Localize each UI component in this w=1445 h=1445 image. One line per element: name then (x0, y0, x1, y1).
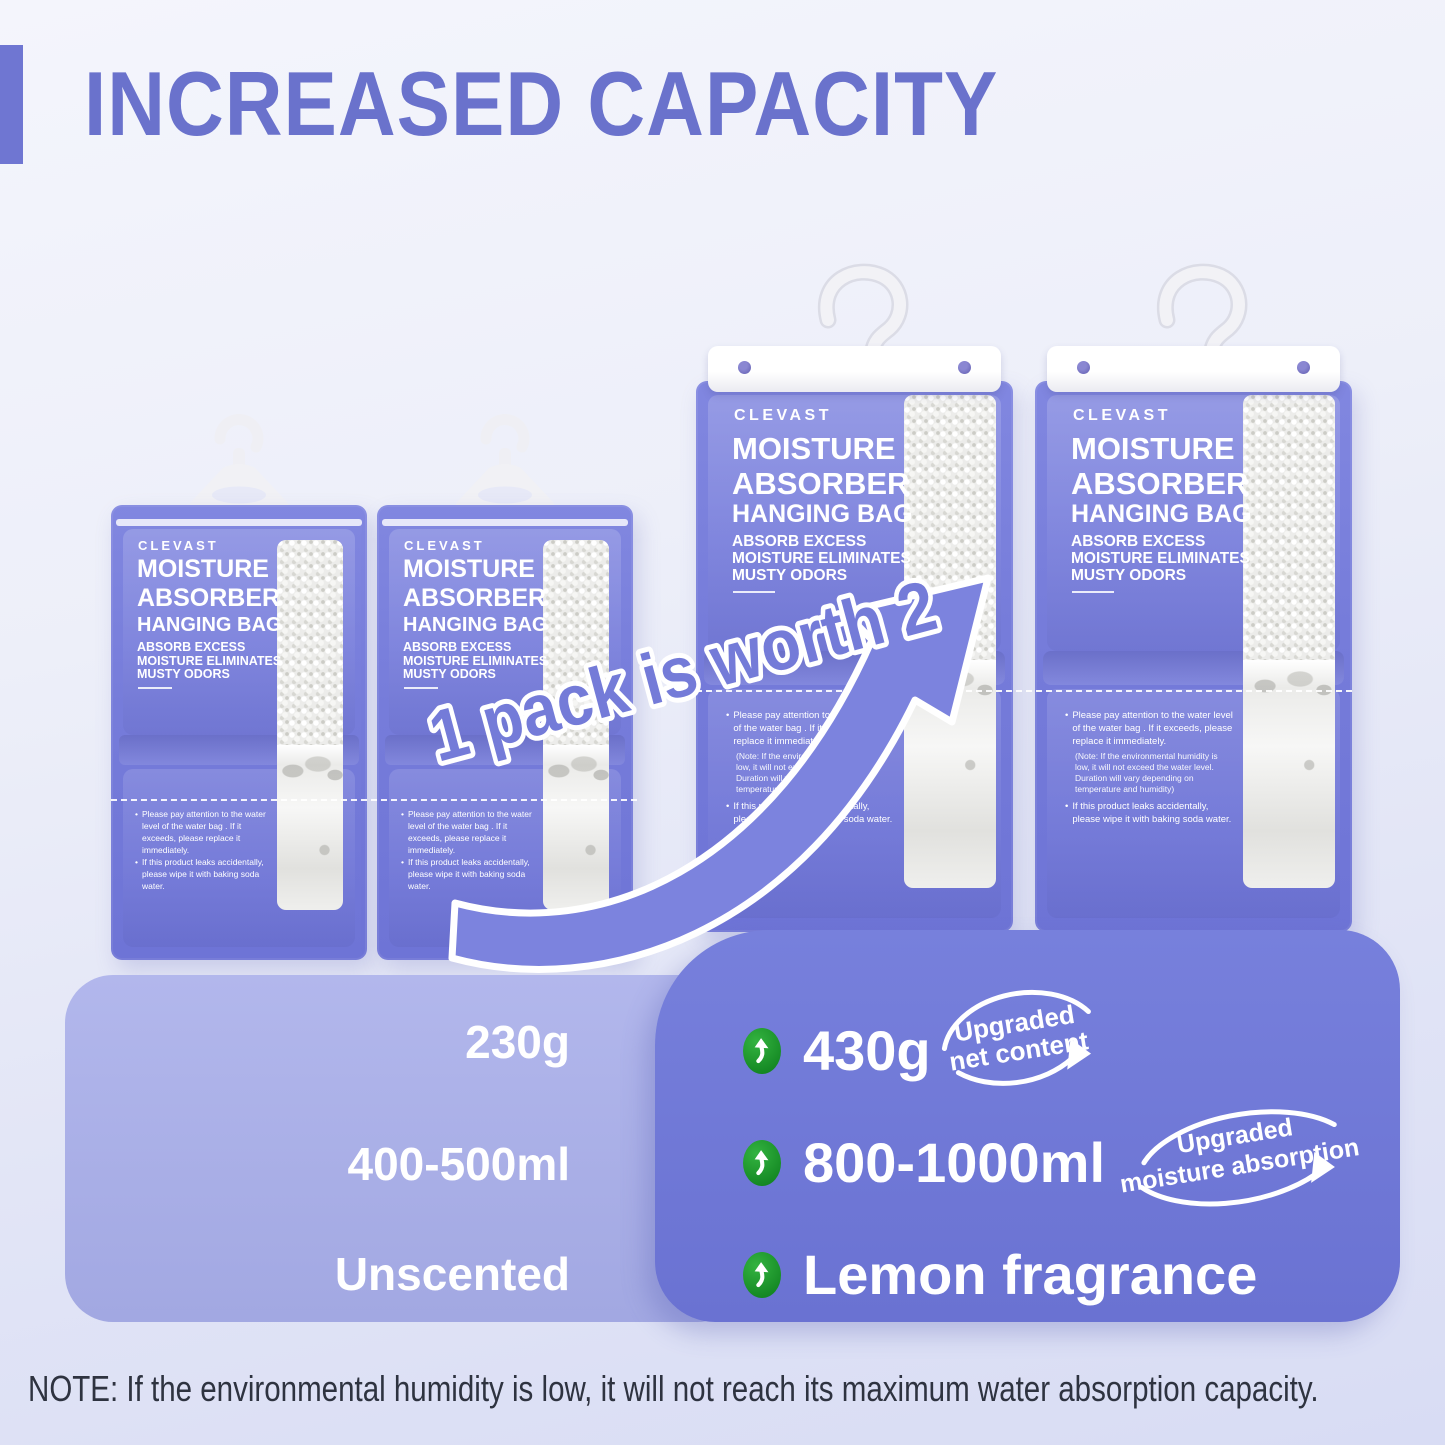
water-level-dashed-line (111, 799, 637, 801)
old-weight: 230g (465, 1016, 570, 1068)
desiccant-beads (543, 540, 609, 745)
old-specs-panel: 230g 400-500ml Unscented (65, 975, 745, 1322)
up-arrow-icon (754, 1261, 769, 1287)
bag-fine-print: Please pay attention to the water level … (135, 808, 269, 892)
fine-print-note: (Note: If the environmental humidity is … (736, 751, 879, 794)
rivet-icon (738, 361, 751, 374)
plastic-hook-icon (817, 263, 909, 363)
up-arrow-icon (754, 1149, 769, 1175)
upgrade-arrow-badge (743, 1139, 781, 1186)
brand-logo: CLEVAST (734, 407, 832, 424)
water-window (1243, 660, 1335, 888)
old-volume: 400-500ml (347, 1138, 571, 1190)
water-level-dashed-line (696, 690, 1352, 692)
footnote: NOTE: If the environmental humidity is l… (28, 1368, 1319, 1409)
spec-row: 430g (743, 1018, 931, 1083)
new-scent: Lemon fragrance (803, 1243, 1258, 1306)
spec-row: 800-1000ml (743, 1130, 1105, 1195)
water-window (277, 745, 343, 910)
bag-subtitle: ABSORB EXCESS MOISTURE ELIMINATES MUSTY OD… (137, 640, 282, 681)
rivet-icon (958, 361, 971, 374)
bag-title-line1: MOISTURE (137, 555, 269, 583)
water-window (543, 745, 609, 910)
bag-window (904, 395, 996, 888)
hanger-strip (1047, 346, 1340, 392)
fine-print-note: (Note: If the environmental humidity is … (1075, 751, 1218, 794)
title-accent-bar (0, 45, 23, 164)
brand-logo: CLEVAST (138, 538, 219, 553)
small-moisture-bag: CLEVAST MOISTURE ABSORBER HANGING BAG AB… (377, 505, 633, 960)
water-window (904, 660, 996, 888)
upgrade-arrow-badge (743, 1027, 781, 1074)
up-arrow-icon (754, 1037, 769, 1063)
brand-logo: CLEVAST (404, 538, 485, 553)
hanger-hook-icon (189, 414, 289, 511)
large-moisture-bag: CLEVAST MOISTURE ABSORBER HANGING BAG AB… (1035, 346, 1352, 932)
underline-dash (138, 687, 172, 689)
large-moisture-bag: CLEVAST MOISTURE ABSORBER HANGING BAG AB… (696, 346, 1013, 932)
plastic-hook-icon (1156, 263, 1248, 363)
hanger-hook-icon (455, 414, 555, 511)
bag-seal (116, 519, 362, 526)
new-volume: 800-1000ml (803, 1131, 1106, 1194)
upgraded-net-content-stamp: Upgraded net content (922, 972, 1112, 1108)
bag-window (543, 540, 609, 910)
page-title: INCREASED CAPACITY (84, 53, 999, 155)
rivet-icon (1297, 361, 1310, 374)
brand-logo: CLEVAST (1073, 407, 1171, 424)
old-scent: Unscented (334, 1248, 570, 1300)
rivet-icon (1077, 361, 1090, 374)
bag-title-line3: HANGING BAG (137, 614, 282, 636)
hanger-strip (708, 346, 1001, 392)
bag-window (1243, 395, 1335, 888)
upgrade-arrow-badge (743, 1251, 781, 1298)
new-specs-panel: 430g 800-1000ml Lemon fragrance (655, 930, 1400, 1322)
bag-title-line2: ABSORBER (137, 584, 281, 612)
desiccant-beads (1243, 395, 1335, 660)
new-weight: 430g (803, 1019, 931, 1082)
small-moisture-bag: CLEVAST MOISTURE ABSORBER HANGING BAG AB… (111, 505, 367, 960)
bag-window (277, 540, 343, 910)
spec-row: Lemon fragrance (743, 1242, 1257, 1307)
desiccant-beads (904, 395, 996, 660)
upgraded-moisture-absorption-stamp: Upgraded moisture absorption (1111, 1082, 1366, 1230)
desiccant-beads (277, 540, 343, 745)
